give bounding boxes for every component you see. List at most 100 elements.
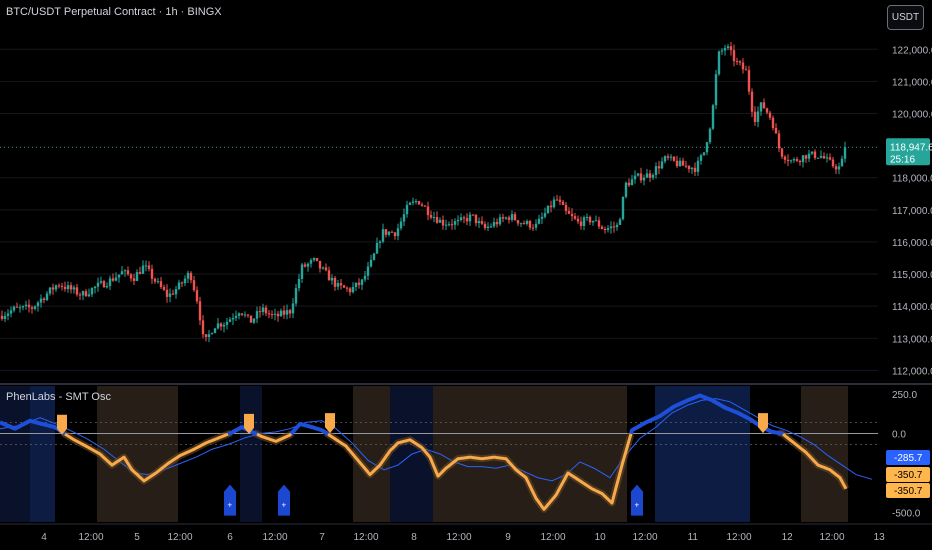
oscillator-value-badge-bg bbox=[886, 450, 930, 465]
candle-body bbox=[6, 313, 10, 316]
indicator-title: PhenLabs - SMT Osc bbox=[6, 391, 111, 403]
candle-body bbox=[699, 155, 703, 161]
candle-body bbox=[315, 258, 319, 261]
candle-body bbox=[309, 260, 313, 264]
candle-body bbox=[189, 272, 193, 281]
candle-body bbox=[96, 282, 100, 287]
candle-body bbox=[333, 277, 337, 287]
candle-body bbox=[693, 167, 697, 172]
candle-body bbox=[789, 160, 793, 162]
price-tick-label: 122,000.0 bbox=[892, 45, 932, 56]
candle-body bbox=[168, 293, 172, 297]
candle-body bbox=[675, 160, 679, 167]
candle-body bbox=[462, 217, 466, 219]
candle-body bbox=[336, 283, 340, 287]
price-tick-label: 116,000.0 bbox=[892, 238, 932, 249]
candle-body bbox=[441, 219, 445, 226]
candle-body bbox=[657, 166, 661, 169]
time-tick-label: 8 bbox=[411, 532, 417, 543]
candle-body bbox=[813, 151, 817, 159]
candle-body bbox=[123, 270, 127, 272]
candle-body bbox=[369, 259, 373, 267]
candle-body bbox=[711, 105, 715, 129]
candle-body bbox=[753, 111, 757, 122]
candle-body bbox=[444, 224, 448, 226]
price-tick-label: 120,000.0 bbox=[892, 109, 932, 120]
candle-body bbox=[390, 231, 394, 233]
candle-body bbox=[45, 293, 49, 300]
bear-signal-marker bbox=[57, 414, 67, 435]
candle-body bbox=[741, 62, 745, 70]
candle-body bbox=[609, 226, 613, 229]
last-price-badge: 118,947.625:16 bbox=[886, 138, 932, 166]
candle-body bbox=[276, 313, 280, 317]
candle-body bbox=[465, 218, 469, 222]
time-tick-label: 12:00 bbox=[820, 532, 845, 543]
candle-body bbox=[642, 177, 646, 181]
candle-body bbox=[825, 157, 829, 159]
zone-bull bbox=[0, 386, 30, 522]
candle-body bbox=[192, 280, 196, 291]
candle-body bbox=[258, 311, 262, 313]
candle-body bbox=[456, 219, 460, 222]
candle-body bbox=[606, 228, 610, 230]
candle-body bbox=[66, 285, 70, 290]
candle-body bbox=[150, 268, 154, 279]
candle-body bbox=[561, 201, 565, 205]
candle-body bbox=[105, 285, 109, 288]
oscillator-value-badge-bg bbox=[886, 483, 930, 498]
bull-signal-plus: + bbox=[228, 501, 233, 510]
candle-body bbox=[69, 285, 73, 290]
candle-body bbox=[429, 215, 433, 218]
zone-bull bbox=[240, 386, 262, 522]
oscillator-axis: 250.0 0.0 -500.0 bbox=[892, 390, 921, 520]
price-tick-label: 118,000.0 bbox=[892, 174, 932, 185]
candle-body bbox=[540, 216, 544, 219]
candle-body bbox=[33, 306, 37, 309]
candle-body bbox=[585, 216, 589, 218]
time-tick-label: 12:00 bbox=[541, 532, 566, 543]
candle-body bbox=[840, 158, 844, 167]
candle-body bbox=[294, 288, 298, 304]
candle-body bbox=[60, 285, 64, 287]
time-tick-label: 6 bbox=[227, 532, 233, 543]
candle-body bbox=[402, 214, 406, 222]
candle-body bbox=[474, 214, 478, 224]
oscillator-value-badge-bg bbox=[886, 467, 930, 482]
oscillator-tick-label: 0.0 bbox=[892, 429, 906, 440]
candle-body bbox=[447, 224, 451, 226]
candle-body bbox=[12, 306, 16, 311]
candle-body bbox=[381, 229, 385, 242]
candle-body bbox=[348, 288, 352, 293]
bull-signal-plus: + bbox=[635, 501, 640, 510]
time-tick-label: 12:00 bbox=[168, 532, 193, 543]
candle-body bbox=[495, 222, 499, 225]
candle-body bbox=[717, 51, 721, 75]
candle-body bbox=[81, 291, 85, 296]
candle-body bbox=[663, 156, 667, 162]
time-tick-label: 5 bbox=[134, 532, 140, 543]
candle-body bbox=[480, 221, 484, 224]
candle-body bbox=[252, 318, 256, 323]
candle-body bbox=[18, 307, 22, 309]
candle-body bbox=[222, 324, 226, 327]
candle-body bbox=[735, 61, 739, 63]
candle-body bbox=[183, 278, 187, 284]
candle-body bbox=[525, 220, 529, 224]
candle-body bbox=[819, 155, 823, 158]
candle-body bbox=[513, 214, 517, 221]
candle-body bbox=[549, 205, 553, 208]
currency-button[interactable]: USDT bbox=[887, 5, 924, 30]
candle-body bbox=[582, 217, 586, 226]
time-tick-label: 10 bbox=[595, 532, 607, 543]
oscillator-bear-segment bbox=[62, 431, 848, 511]
bear-signal-marker bbox=[758, 413, 768, 434]
candle-body bbox=[414, 201, 418, 203]
candle-body bbox=[489, 226, 493, 228]
candle-body bbox=[231, 318, 235, 320]
candle-body bbox=[267, 313, 271, 315]
candle-body bbox=[774, 127, 778, 134]
last-price-value: 118,947.6 bbox=[890, 142, 932, 153]
zone-bear bbox=[97, 386, 178, 522]
